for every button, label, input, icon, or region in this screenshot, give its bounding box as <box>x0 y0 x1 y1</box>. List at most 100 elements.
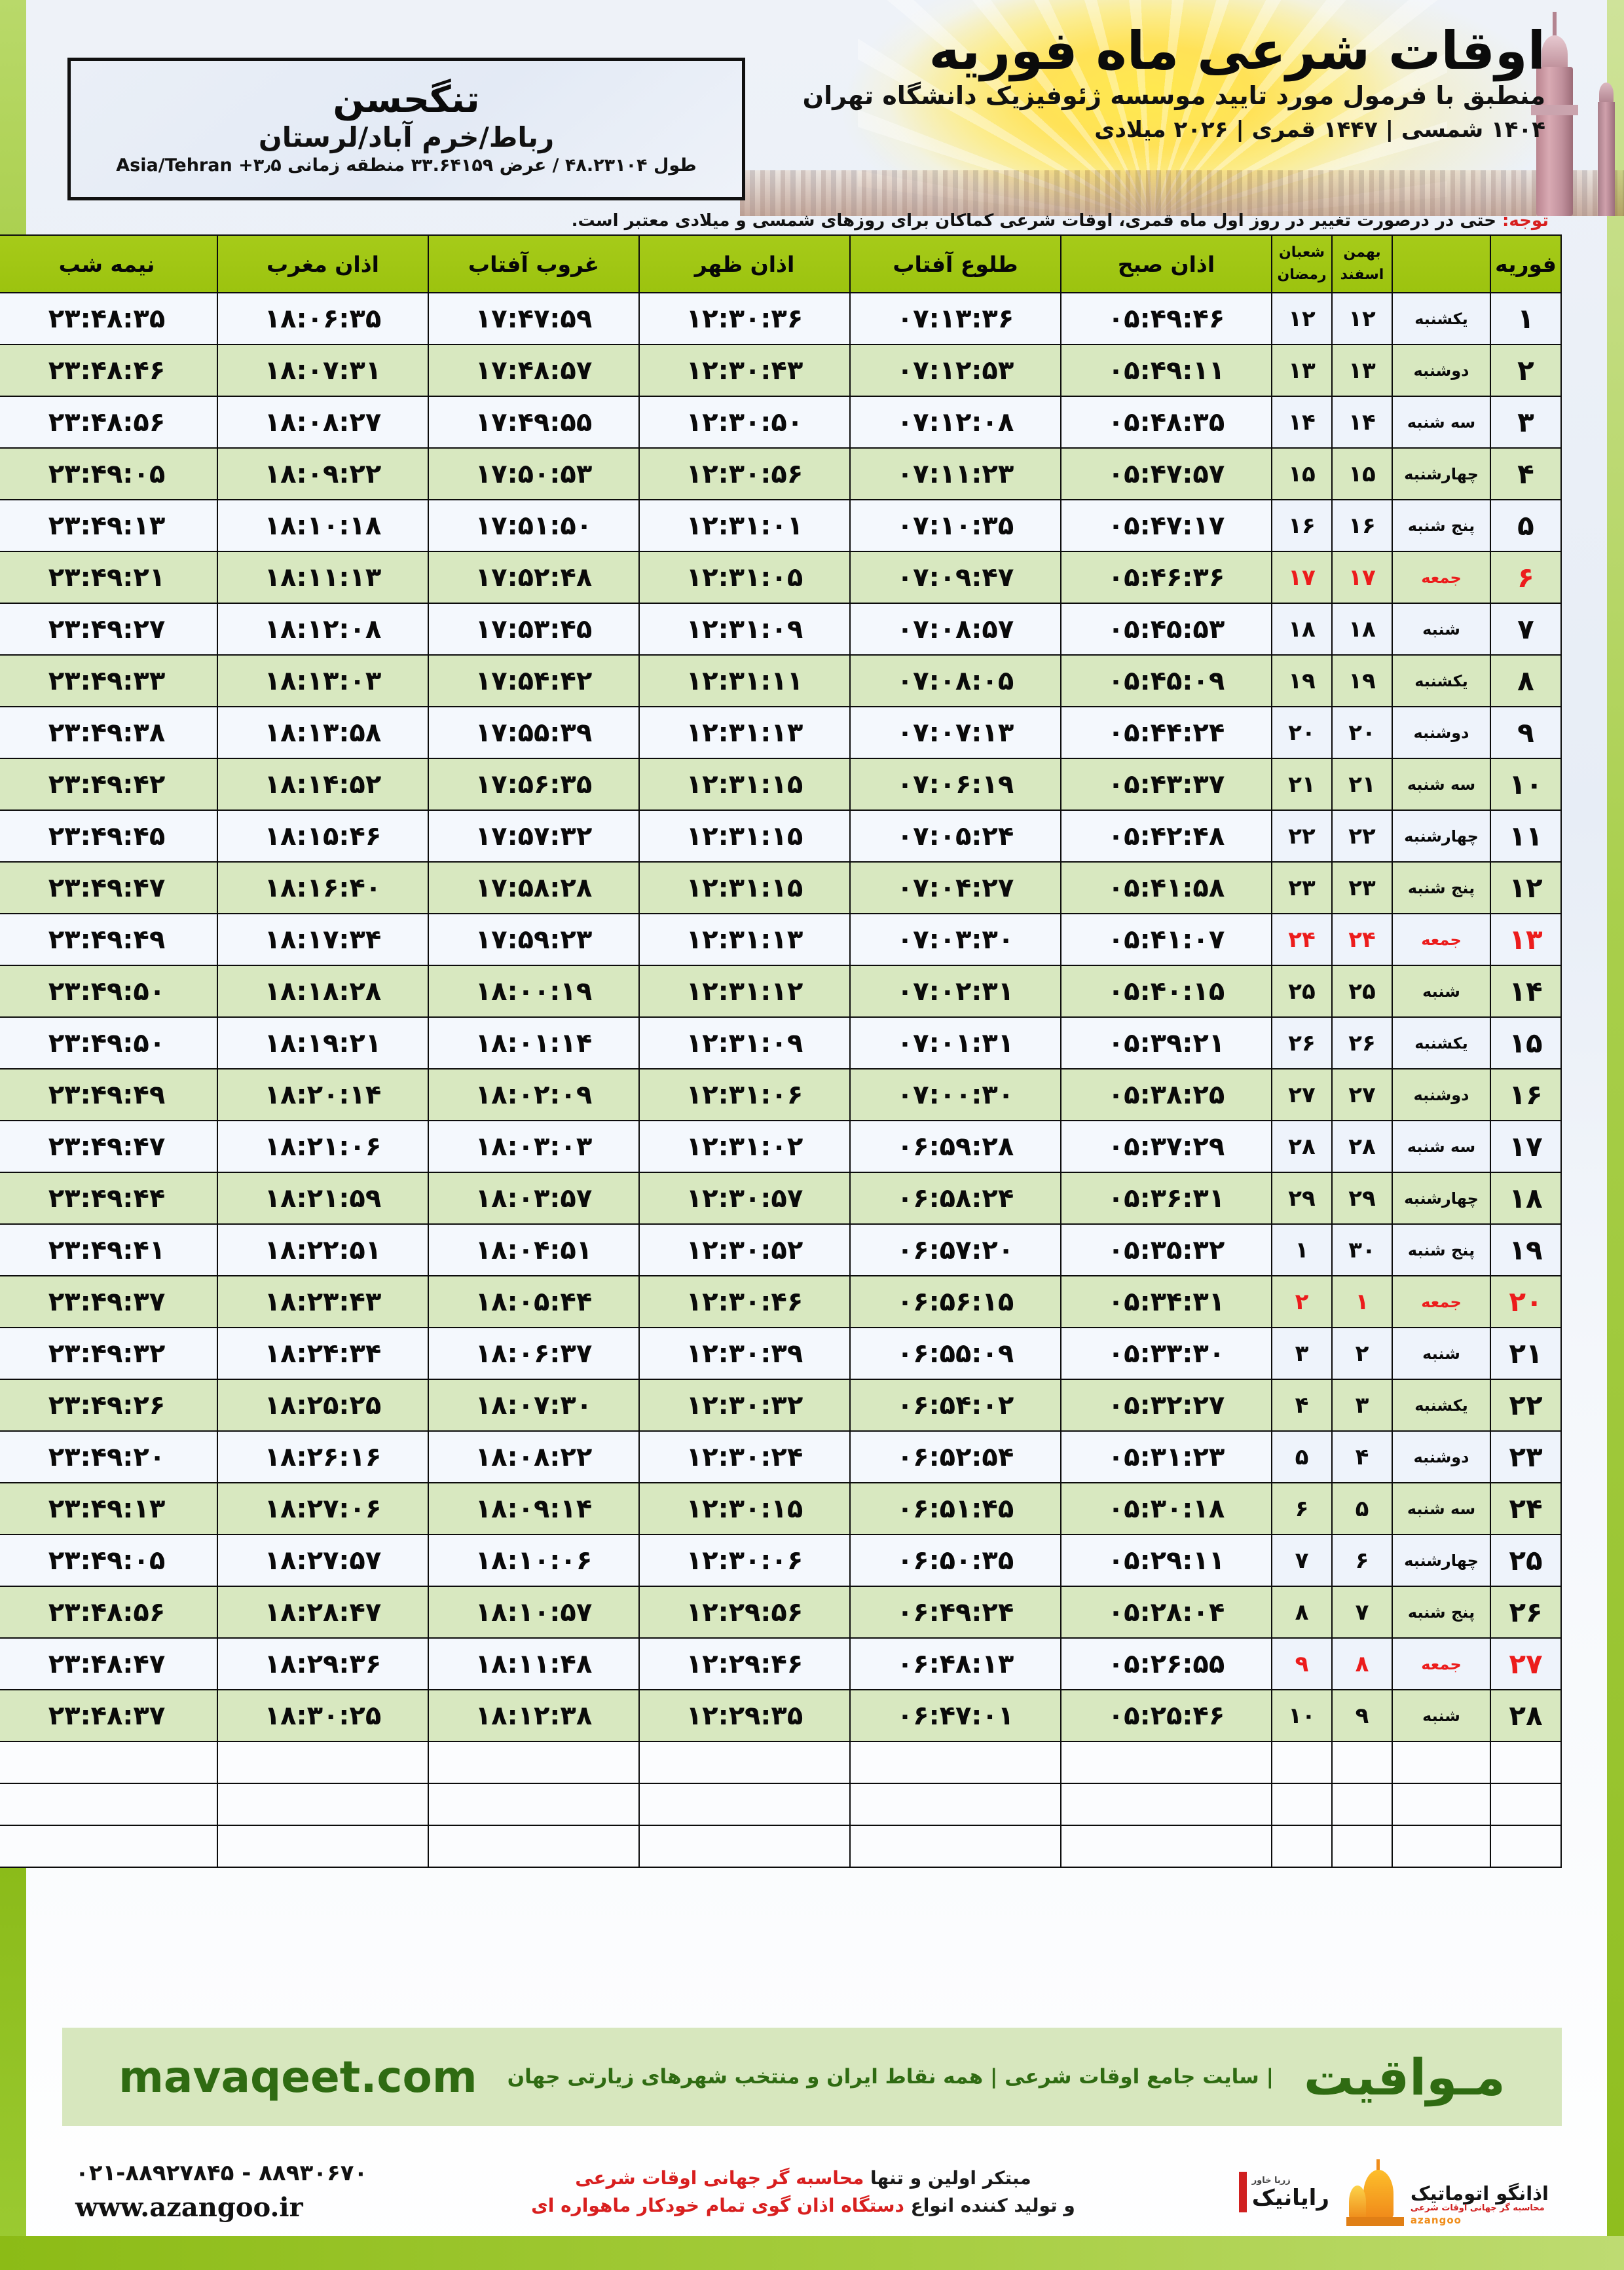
promo-website-link[interactable]: mavaqeet.com <box>119 2051 477 2102</box>
cell-sunrise: ۰۷:۰۱:۳۱ <box>849 1016 1061 1070</box>
cell-dhuhr: ۱۲:۳۰:۲۴ <box>638 1430 851 1483</box>
table-row: ۲۷ جمعه ۸ ۹ ۰۵:۲۶:۵۵ ۰۶:۴۸:۱۳ ۱۲:۲۹:۴۶ ۱۸:۱۱:۴۸… <box>0 1637 1562 1690</box>
cell-midnight: ۲۳:۴۸:۴۷ <box>0 1637 218 1690</box>
cell-sunrise: ۰۷:۰۸:۰۵ <box>849 654 1061 707</box>
cell-sunset: ۱۸:۰۲:۰۹ <box>428 1068 640 1121</box>
cell-dhuhr: ۱۲:۳۰:۴۳ <box>638 344 851 397</box>
cell-dhuhr: ۱۲:۳۰:۳۹ <box>638 1327 851 1380</box>
cell-blank <box>1490 1741 1562 1784</box>
cell-feb: ۱۶ <box>1490 1068 1562 1121</box>
cell-fajr: ۰۵:۳۸:۲۵ <box>1060 1068 1272 1121</box>
cell-hj: ۲۲ <box>1271 809 1333 863</box>
cell-feb: ۲۱ <box>1490 1327 1562 1380</box>
cell-sh: ۲۱ <box>1331 758 1393 811</box>
cell-dhuhr: ۱۲:۳۱:۱۳ <box>638 706 851 759</box>
cell-blank <box>0 1825 218 1868</box>
cell-dhuhr: ۱۲:۲۹:۴۶ <box>638 1637 851 1690</box>
footer-phone: ۰۲۱-۸۸۹۲۷۸۴۵ - ۸۸۹۳۰۶۷۰ <box>75 2160 368 2187</box>
cell-sh: ۱۶ <box>1331 499 1393 552</box>
sun-glow-decor <box>740 0 1624 216</box>
cell-feb: ۲۷ <box>1490 1637 1562 1690</box>
cell-hj: ۹ <box>1271 1637 1333 1690</box>
cell-blank <box>638 1741 851 1784</box>
cell-blank <box>1331 1783 1393 1826</box>
cell-fajr: ۰۵:۴۲:۴۸ <box>1060 809 1272 863</box>
cell-maghrib: ۱۸:۰۷:۳۱ <box>217 344 429 397</box>
footer-logos: اذانگو اتوماتیک محاسبه گر جهانی اوقات شر… <box>1238 2158 1549 2226</box>
th-dhuhr: اذان ظهر <box>638 234 851 293</box>
table-body: ۱ یکشنبه ۱۲ ۱۲ ۰۵:۴۹:۴۶ ۰۷:۱۳:۳۶ ۱۲:۳۰:۳۶ ۱۷:۴۷… <box>0 292 1562 1868</box>
cell-maghrib: ۱۸:۱۶:۴۰ <box>217 861 429 914</box>
table-row: ۲۵ چهارشنبه ۶ ۷ ۰۵:۲۹:۱۱ ۰۶:۵۰:۳۵ ۱۲:۳۰:۰۶ ۱۸:۱… <box>0 1534 1562 1587</box>
cell-dhuhr: ۱۲:۳۱:۰۶ <box>638 1068 851 1121</box>
cell-sunrise: ۰۷:۰۳:۳۰ <box>849 913 1061 966</box>
cell-maghrib: ۱۸:۲۰:۱۴ <box>217 1068 429 1121</box>
th-sunset: غروب آفتاب <box>428 234 640 293</box>
cell-fajr: ۰۵:۲۵:۴۶ <box>1060 1689 1272 1742</box>
cell-midnight: ۲۳:۴۹:۱۳ <box>0 1482 218 1535</box>
cell-midnight: ۲۳:۴۹:۴۹ <box>0 1068 218 1121</box>
cell-sunrise: ۰۶:۵۵:۰۹ <box>849 1327 1061 1380</box>
th-hijri-bottom: رمضان <box>1277 267 1327 283</box>
cell-fajr: ۰۵:۲۶:۵۵ <box>1060 1637 1272 1690</box>
cell-feb: ۲۲ <box>1490 1379 1562 1432</box>
cell-hj: ۲۳ <box>1271 861 1333 914</box>
cell-dhuhr: ۱۲:۳۰:۰۶ <box>638 1534 851 1587</box>
cell-blank <box>1271 1783 1333 1826</box>
page-footer: اذانگو اتوماتیک محاسبه گر جهانی اوقات شر… <box>62 2143 1562 2241</box>
cell-blank <box>1271 1825 1333 1868</box>
cell-sunrise: ۰۶:۵۴:۰۲ <box>849 1379 1061 1432</box>
table-row: ۱۷ سه شنبه ۲۸ ۲۸ ۰۵:۳۷:۲۹ ۰۶:۵۹:۲۸ ۱۲:۳۱:۰۲ ۱۸:… <box>0 1120 1562 1173</box>
cell-feb: ۱۵ <box>1490 1016 1562 1070</box>
cell-hj: ۶ <box>1271 1482 1333 1535</box>
slogan-line2-highlight: دستگاه اذان گوی تمام خودکار ماهواره ای <box>531 2195 904 2216</box>
cell-feb: ۲۴ <box>1490 1482 1562 1535</box>
table-row: ۷ شنبه ۱۸ ۱۸ ۰۵:۴۵:۵۳ ۰۷:۰۸:۵۷ ۱۲:۳۱:۰۹ ۱۷:۵۳:۴… <box>0 603 1562 656</box>
cell-maghrib: ۱۸:۱۳:۵۸ <box>217 706 429 759</box>
footer-slogan-line1: مبتکر اولین و تنها محاسبه گر جهانی اوقات… <box>531 2165 1075 2192</box>
table-row: ۱۵ یکشنبه ۲۶ ۲۶ ۰۵:۳۹:۲۱ ۰۷:۰۱:۳۱ ۱۲:۳۱:۰۹ ۱۸:۰… <box>0 1016 1562 1070</box>
cell-sunset: ۱۷:۴۹:۵۵ <box>428 396 640 449</box>
cell-hj: ۱۸ <box>1271 603 1333 656</box>
cell-sh: ۲۴ <box>1331 913 1393 966</box>
cell-sunrise: ۰۷:۰۷:۱۳ <box>849 706 1061 759</box>
cell-fajr: ۰۵:۴۵:۵۳ <box>1060 603 1272 656</box>
cell-dow: سه شنبه <box>1392 1120 1491 1173</box>
cell-maghrib: ۱۸:۲۱:۰۶ <box>217 1120 429 1173</box>
cell-sunrise: ۰۶:۵۶:۱۵ <box>849 1275 1061 1328</box>
cell-feb: ۲۳ <box>1490 1430 1562 1483</box>
cell-sunrise: ۰۶:۵۹:۲۸ <box>849 1120 1061 1173</box>
cell-fajr: ۰۵:۳۲:۲۷ <box>1060 1379 1272 1432</box>
cell-sunrise: ۰۷:۰۰:۳۰ <box>849 1068 1061 1121</box>
location-path: رباط/خرم آباد/لرستان <box>258 121 555 154</box>
cell-fajr: ۰۵:۴۵:۰۹ <box>1060 654 1272 707</box>
notice-keyword: توجه: <box>1502 211 1549 231</box>
cell-midnight: ۲۳:۴۹:۵۰ <box>0 965 218 1018</box>
cell-blank <box>1331 1741 1393 1784</box>
cell-hj: ۱۹ <box>1271 654 1333 707</box>
th-fajr: اذان صبح <box>1060 234 1272 293</box>
cell-feb: ۷ <box>1490 603 1562 656</box>
cell-hj: ۱۲ <box>1271 292 1333 345</box>
cell-sunrise: ۰۶:۴۷:۰۱ <box>849 1689 1061 1742</box>
cell-dhuhr: ۱۲:۳۱:۱۵ <box>638 809 851 863</box>
cell-dhuhr: ۱۲:۳۰:۵۷ <box>638 1172 851 1225</box>
cell-dhuhr: ۱۲:۳۱:۱۳ <box>638 913 851 966</box>
cell-sunrise: ۰۷:۰۹:۴۷ <box>849 551 1061 604</box>
table-row: ۱۳ جمعه ۲۴ ۲۴ ۰۵:۴۱:۰۷ ۰۷:۰۳:۳۰ ۱۲:۳۱:۱۳ ۱۷:۵۹:… <box>0 913 1562 966</box>
cell-feb: ۱۰ <box>1490 758 1562 811</box>
cell-maghrib: ۱۸:۲۷:۵۷ <box>217 1534 429 1587</box>
table-row: ۲۴ سه شنبه ۵ ۶ ۰۵:۳۰:۱۸ ۰۶:۵۱:۴۵ ۱۲:۳۰:۱۵ ۱۸:۰۹… <box>0 1482 1562 1535</box>
cell-fajr: ۰۵:۴۷:۵۷ <box>1060 447 1272 500</box>
cell-fajr: ۰۵:۴۶:۳۶ <box>1060 551 1272 604</box>
cell-sh: ۲۲ <box>1331 809 1393 863</box>
cell-hj: ۲۰ <box>1271 706 1333 759</box>
mosque-icon <box>1346 2158 1404 2226</box>
cell-sh: ۱۷ <box>1331 551 1393 604</box>
cell-blank <box>217 1825 429 1868</box>
footer-website[interactable]: www.azangoo.ir <box>75 2191 303 2223</box>
cell-dow: یکشنبه <box>1392 1016 1491 1070</box>
cell-sunrise: ۰۷:۰۴:۲۷ <box>849 861 1061 914</box>
header-artwork <box>740 0 1624 216</box>
cell-dhuhr: ۱۲:۳۱:۰۹ <box>638 1016 851 1070</box>
